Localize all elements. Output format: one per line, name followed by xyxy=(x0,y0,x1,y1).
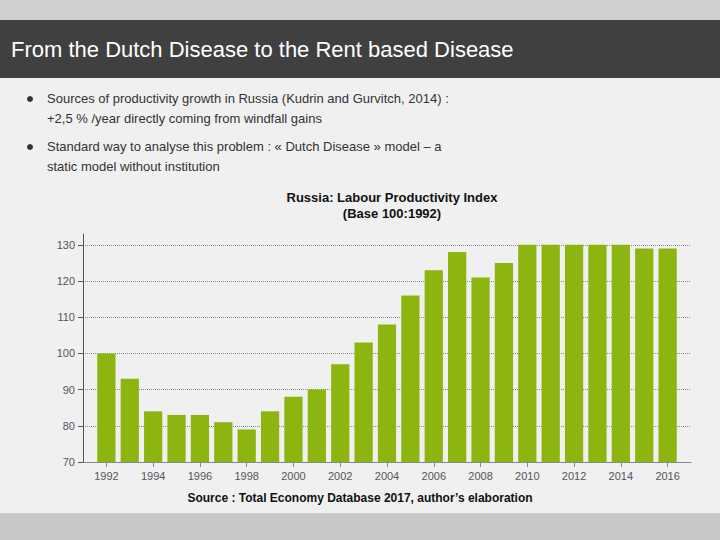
svg-text:2002: 2002 xyxy=(328,470,352,482)
svg-text:90: 90 xyxy=(63,384,75,396)
svg-text:From the Dutch Disease to the: From the Dutch Disease to the Rent based… xyxy=(11,37,514,62)
svg-text:2012: 2012 xyxy=(562,470,586,482)
svg-text:2010: 2010 xyxy=(515,470,539,482)
svg-text:Sources of productivity growth: Sources of productivity growth in Russia… xyxy=(47,91,449,106)
svg-text:2004: 2004 xyxy=(375,470,399,482)
svg-text:static model without instituti: static model without institution xyxy=(47,159,220,174)
svg-text:70: 70 xyxy=(63,456,75,468)
svg-text:2014: 2014 xyxy=(609,470,633,482)
svg-text:100: 100 xyxy=(57,347,75,359)
svg-text:Source : Total Economy Databas: Source : Total Economy Database 2017, au… xyxy=(187,491,532,505)
svg-text:1992: 1992 xyxy=(94,470,118,482)
svg-text:110: 110 xyxy=(57,311,75,323)
svg-text:(Base 100:1992): (Base 100:1992) xyxy=(343,206,441,221)
svg-text:120: 120 xyxy=(57,275,75,287)
svg-text:130: 130 xyxy=(57,239,75,251)
svg-text:2000: 2000 xyxy=(281,470,305,482)
svg-text:1998: 1998 xyxy=(234,470,258,482)
svg-text:1994: 1994 xyxy=(141,470,165,482)
svg-text:80: 80 xyxy=(63,420,75,432)
svg-text:Standard way to analyse this p: Standard way to analyse this problem : «… xyxy=(47,139,442,154)
svg-text:2016: 2016 xyxy=(655,470,679,482)
svg-text:1996: 1996 xyxy=(188,470,212,482)
svg-text:+2,5 % /year directly coming f: +2,5 % /year directly coming from windfa… xyxy=(47,111,322,126)
svg-text:2006: 2006 xyxy=(422,470,446,482)
svg-text:2008: 2008 xyxy=(468,470,492,482)
svg-text:Russia: Labour Productivity In: Russia: Labour Productivity Index xyxy=(287,190,499,205)
